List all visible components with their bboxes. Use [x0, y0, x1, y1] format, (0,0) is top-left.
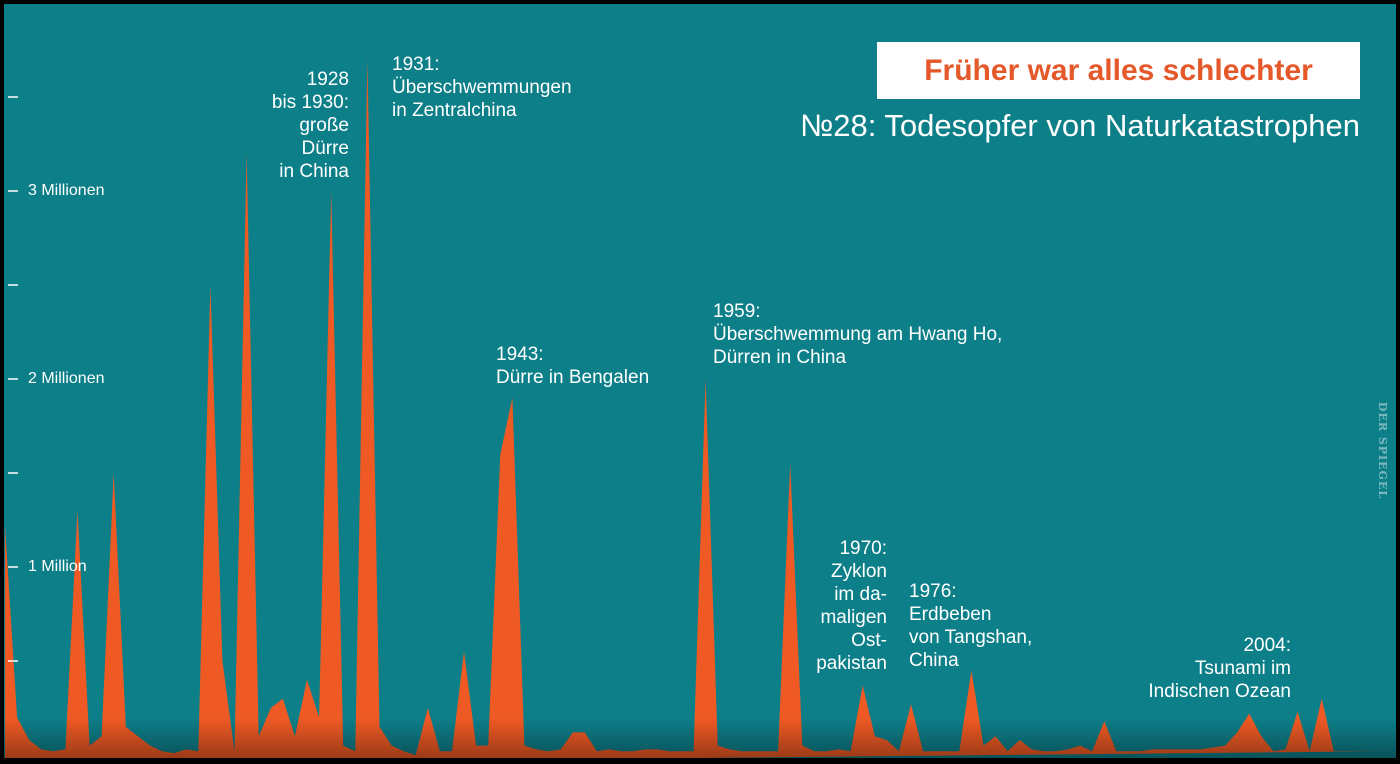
y-label-3m: 3 Millionen	[28, 182, 105, 199]
title-box: Früher war alles schlechter	[877, 42, 1360, 99]
area-chart	[5, 59, 1383, 758]
subtitle: №28: Todesopfer von Naturkatastrophen	[799, 108, 1360, 143]
y-label-2m: 2 Millionen	[28, 370, 105, 387]
y-label-1m: 1 Million	[28, 558, 87, 575]
annotation-1959: 1959: Überschwemmung am Hwang Ho, Dürren…	[713, 301, 1003, 368]
annotation-1976: 1976: Erdbeben von Tangshan, China	[909, 581, 1033, 671]
title: Früher war alles schlechter	[924, 53, 1313, 87]
annotation-1928: 1928 bis 1930: große Dürre in China	[271, 69, 349, 182]
watermark-logo: DER SPIEGEL	[1376, 401, 1390, 500]
chart-panel: 1 Million 2 Millionen 3 Millionen 1928 b…	[4, 4, 1396, 758]
annotation-1970: 1970: Zyklon im da- maligen Ost- pakista…	[816, 538, 887, 674]
annotation-2004: 2004: Tsunami im Indischen Ozean	[1148, 635, 1291, 702]
annotation-1943: 1943: Dürre in Bengalen	[496, 344, 650, 388]
annotation-1931: 1931: Überschwemmungen in Zentralchina	[392, 54, 572, 121]
